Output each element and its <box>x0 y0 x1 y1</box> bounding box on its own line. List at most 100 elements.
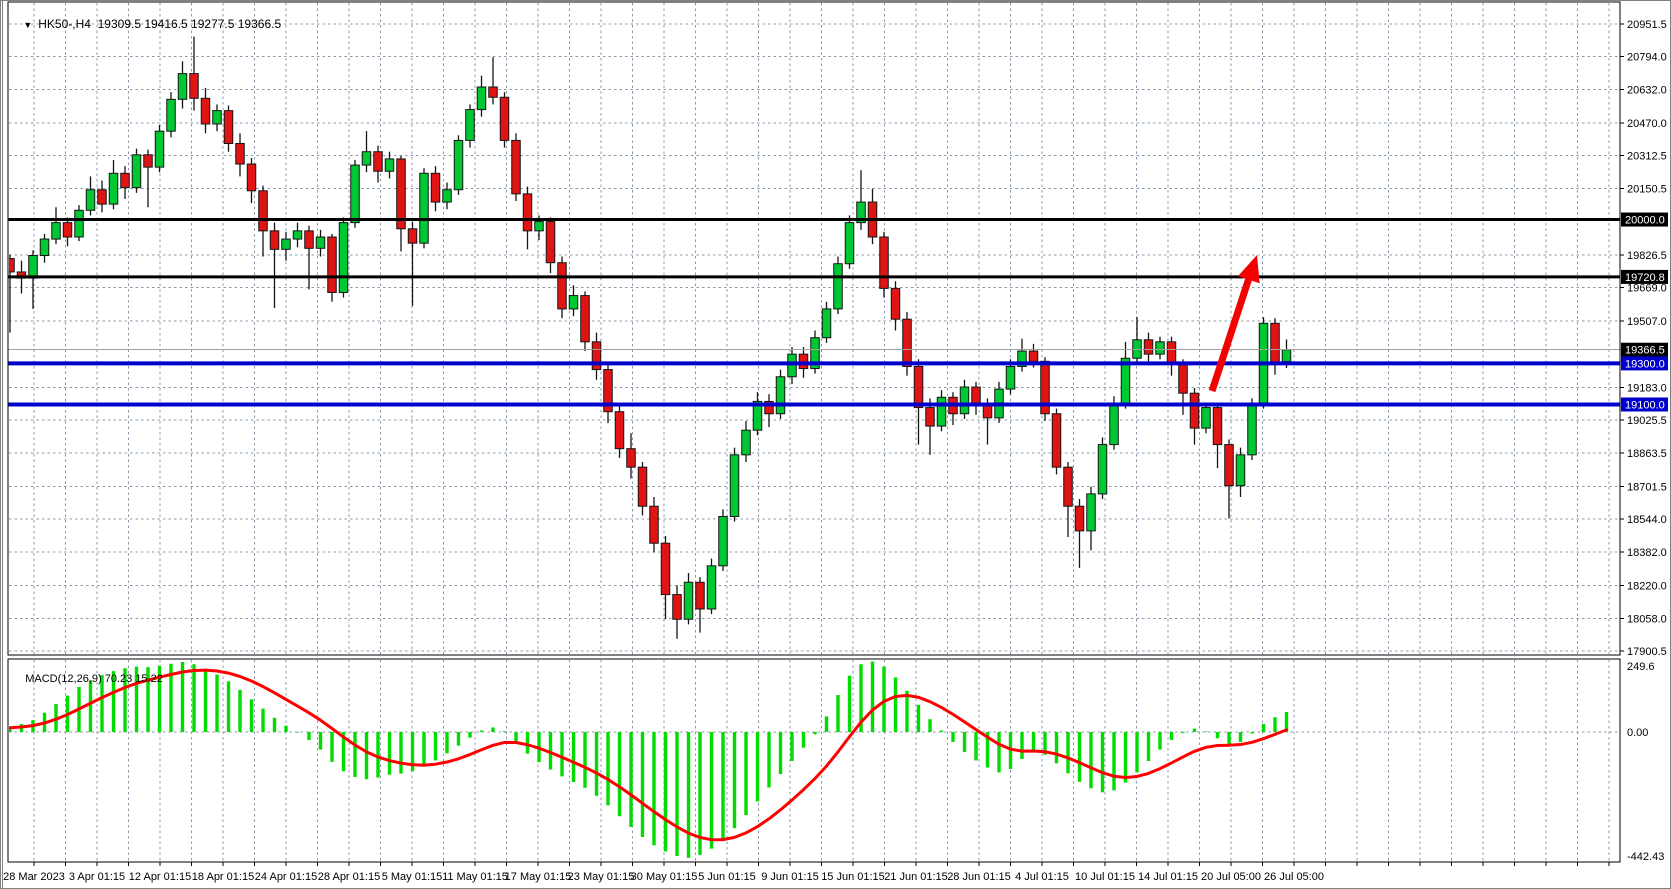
candle-bear <box>1143 339 1154 355</box>
date-tick-label: 5 Jun 01:15 <box>698 871 756 883</box>
macd-panel-border <box>7 658 1621 863</box>
candle-bull <box>959 386 970 415</box>
candle-bull <box>281 238 291 250</box>
price-tick-label: 18220.0 <box>1627 580 1667 592</box>
candle-bull <box>568 295 579 310</box>
price-tag-label: 19100.0 <box>1625 399 1665 411</box>
candle-bear <box>626 448 636 468</box>
candle-bull <box>177 73 188 100</box>
price-tick-label: 18058.0 <box>1627 614 1667 626</box>
candle-bear <box>1051 413 1062 468</box>
candle-bear <box>235 143 245 165</box>
date-tick-label: 11 May 01:15 <box>442 871 508 883</box>
candle-bull <box>212 110 222 125</box>
candle-bull <box>361 151 372 166</box>
candle-bear <box>246 163 257 192</box>
date-tick-label: 3 Apr 01:15 <box>69 871 125 883</box>
price-tag-20000.0 <box>1621 212 1668 227</box>
candle-bull <box>419 172 429 244</box>
candle-bear <box>557 262 567 310</box>
date-tick-label: 28 Mar 2023 <box>3 871 65 883</box>
trend-arrow-annotation[interactable] <box>1208 255 1260 393</box>
date-tick-label: 9 Jun 01:15 <box>761 871 819 883</box>
price-tick-label: 18382.0 <box>1627 547 1667 559</box>
candle-bear <box>269 230 280 250</box>
candle-bull <box>108 172 119 205</box>
candle-bear <box>1212 407 1223 446</box>
price-tick-label: 20150.5 <box>1627 184 1667 196</box>
candle-bear <box>591 341 602 371</box>
candle-bear <box>1040 360 1050 415</box>
price-tick-label: 20951.5 <box>1627 19 1667 31</box>
candle-bull <box>384 158 395 172</box>
chart-dropdown-icon[interactable]: ▼ <box>23 20 33 30</box>
candle-bear <box>488 86 498 98</box>
candle-bear <box>499 96 510 141</box>
price-tag-label: 19300.0 <box>1625 358 1665 370</box>
date-tick-label: 17 May 01:15 <box>505 871 572 883</box>
candle-bull <box>74 209 84 238</box>
candle-bear <box>890 287 901 320</box>
candle-bull <box>936 396 947 427</box>
candle-bull <box>1281 349 1292 362</box>
candle-bull <box>534 221 544 232</box>
candle-bear <box>1189 392 1200 429</box>
candle-bull <box>131 154 142 189</box>
candle-bull <box>775 376 786 415</box>
candle-bear <box>971 386 981 404</box>
price-tag-label: 19366.5 <box>1625 345 1665 357</box>
macd-axis-bottom: -442.43 <box>1627 851 1664 863</box>
time-axis[interactable]: 28 Mar 2023 3 Apr 01:15 12 Apr 01:15 18 Apr… <box>3 862 1610 883</box>
candles <box>9 36 1292 639</box>
candle-bear <box>327 236 337 293</box>
date-tick-label: 4 Jul 01:15 <box>1015 871 1069 883</box>
price-tag-label: 20000.0 <box>1625 215 1665 227</box>
candle-bull <box>752 400 763 431</box>
candle-bear <box>925 407 935 427</box>
macd-axis[interactable]: 249.6 0.00 -442.43 <box>1627 661 1664 863</box>
price-tick-label: 19507.0 <box>1627 316 1667 328</box>
date-tick-label: 28 Jun 01:15 <box>947 871 1011 883</box>
price-tag-19366.5 <box>1621 342 1668 357</box>
price-tick-label: 20632.0 <box>1627 85 1667 97</box>
candle-bull <box>718 515 728 567</box>
candle-bear <box>373 151 383 172</box>
candle-bear <box>1074 505 1085 532</box>
candle-bull <box>1247 402 1257 456</box>
price-tick-label: 20312.5 <box>1627 150 1667 162</box>
macd-axis-top: 249.6 <box>1627 661 1655 673</box>
candle-bull <box>315 236 326 249</box>
date-tick-label: 30 May 01:15 <box>631 871 698 883</box>
date-tick-label: 15 Jun 01:15 <box>821 871 885 883</box>
price-tick-label: 17900.5 <box>1627 646 1667 658</box>
price-tick-label: 18863.5 <box>1627 448 1667 460</box>
macd-signal-line <box>9 668 1288 842</box>
candle-bull <box>166 98 176 132</box>
candle-bull <box>154 130 165 168</box>
candle-bull <box>1155 341 1165 355</box>
date-tick-label: 23 May 01:15 <box>568 871 635 883</box>
candle-bear <box>614 411 625 450</box>
candle-bear <box>1166 341 1177 365</box>
candle-bull <box>856 201 866 224</box>
candle-bear <box>764 400 774 415</box>
candle-bull <box>1086 493 1096 532</box>
candle-bear <box>580 295 590 343</box>
macd-axis-zero: 0.00 <box>1627 727 1648 739</box>
candle-bear <box>879 236 889 289</box>
macd-indicator-label: MACD(12,26,9) 70.23 15.22 <box>13 661 163 697</box>
candle-bull <box>465 109 475 141</box>
candle-bear <box>396 158 406 230</box>
price-axis[interactable]: 20951.5 20794.0 20632.0 20470.0 20312.5 20150… <box>1620 19 1668 658</box>
candle-bear <box>603 369 613 413</box>
macd-signal-value: 15.22 <box>135 673 163 685</box>
candle-bull <box>1109 402 1119 446</box>
candle-bear <box>695 581 705 610</box>
candle-bear <box>189 73 199 99</box>
candle-bear <box>902 318 912 367</box>
candle-bear <box>1178 363 1188 394</box>
date-tick-label: 10 Jul 01:15 <box>1075 871 1135 883</box>
date-tick-label: 5 May 01:15 <box>382 871 443 883</box>
